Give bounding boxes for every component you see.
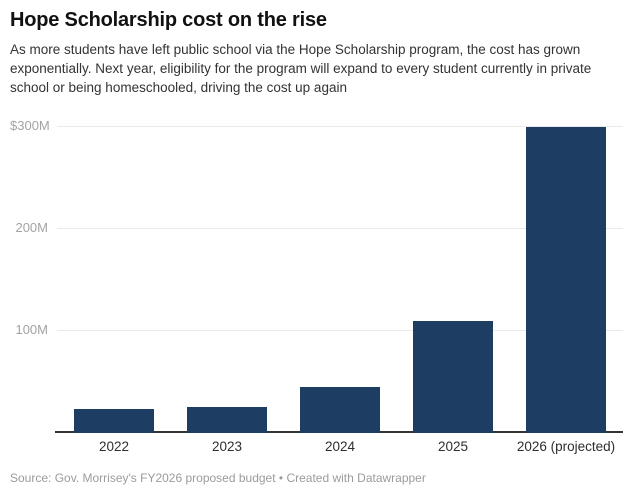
footer-separator: • [278, 471, 284, 485]
gridline-$300M [57, 126, 623, 127]
x-axis-tick-label: 2026 (projected) [516, 439, 616, 454]
gridline-200M [57, 228, 623, 229]
bar-2022[interactable] [74, 409, 154, 433]
y-axis-tick-label: 100M [15, 322, 48, 337]
plot-area: 100M 200M $300M 2022 2023 2024 2025 2026 (proje… [10, 115, 623, 454]
x-axis-tick-label: 2023 [211, 439, 243, 454]
datawrapper-credit[interactable]: Created with Datawrapper [286, 471, 426, 485]
x-axis-tick-label: 2024 [324, 439, 356, 454]
y-axis-tick-label: 200M [15, 220, 48, 235]
source-text: Gov. Morrisey's FY2026 proposed budget [54, 471, 276, 485]
bar-2026-projected-[interactable] [526, 127, 606, 433]
x-axis-tick-label: 2022 [98, 439, 130, 454]
chart-title: Hope Scholarship cost on the rise [10, 9, 327, 31]
y-axis-tick-label: $300M [10, 118, 50, 133]
chart-footer: Source: Gov. Morrisey's FY2026 proposed … [10, 471, 623, 486]
bar-2023[interactable] [187, 407, 267, 433]
gridline-100M [57, 330, 623, 331]
bar-2024[interactable] [300, 387, 380, 433]
x-axis-tick-label: 2025 [437, 439, 469, 454]
bar-2025[interactable] [413, 321, 493, 433]
chart-description: As more students have left public school… [10, 42, 592, 95]
source-label: Source: [10, 471, 52, 485]
